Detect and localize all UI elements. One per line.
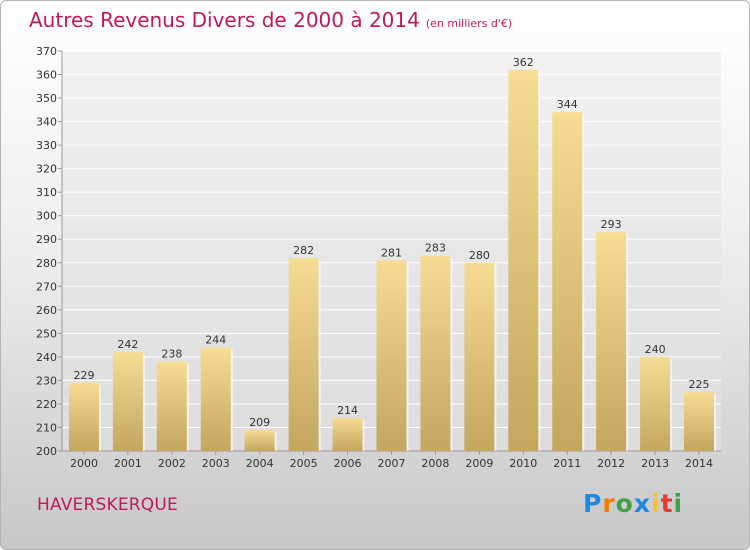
bar — [420, 255, 451, 451]
bar — [464, 262, 495, 451]
y-tick-label: 340 — [36, 116, 57, 129]
chart-title: Autres Revenus Divers de 2000 à 2014 (en … — [29, 8, 512, 32]
data-label: 244 — [205, 333, 226, 346]
data-label: 209 — [249, 416, 270, 429]
y-tick-label: 210 — [36, 421, 57, 434]
x-tick-label: 2014 — [685, 457, 713, 470]
logo-letter: i — [651, 489, 661, 518]
y-tick-label: 270 — [36, 280, 57, 293]
y-tick-label: 220 — [36, 398, 57, 411]
logo-letter: x — [633, 489, 651, 518]
y-tick-label: 250 — [36, 327, 57, 340]
bar — [332, 418, 363, 451]
bar — [156, 361, 187, 451]
y-tick-label: 350 — [36, 92, 57, 105]
x-tick-label: 2010 — [509, 457, 537, 470]
bar — [684, 392, 715, 451]
data-label: 280 — [469, 249, 490, 262]
y-tick-label: 230 — [36, 374, 57, 387]
x-tick-label: 2000 — [70, 457, 98, 470]
bar — [288, 258, 319, 451]
y-tick-label: 280 — [36, 257, 57, 270]
y-tick-label: 320 — [36, 163, 57, 176]
x-tick-label: 2002 — [158, 457, 186, 470]
logo-letter: t — [660, 489, 674, 518]
bar — [552, 112, 583, 452]
logo-letter: i — [673, 489, 684, 518]
x-tick-label: 2011 — [553, 457, 581, 470]
bar — [68, 382, 99, 451]
x-tick-label: 2007 — [378, 457, 406, 470]
y-tick-label: 240 — [36, 351, 57, 364]
y-tick-label: 290 — [36, 233, 57, 246]
data-label: 214 — [337, 404, 358, 417]
y-tick-label: 360 — [36, 69, 57, 82]
data-label: 242 — [117, 338, 138, 351]
data-label: 282 — [293, 244, 314, 257]
bar — [112, 352, 143, 451]
y-tick-label: 300 — [36, 210, 57, 223]
bar — [244, 429, 275, 451]
data-label: 281 — [381, 246, 402, 259]
data-label: 240 — [645, 343, 666, 356]
data-label: 344 — [557, 98, 578, 111]
y-tick-label: 370 — [36, 45, 57, 58]
logo-letter: P — [583, 489, 603, 518]
data-label: 362 — [513, 56, 534, 69]
bar — [640, 356, 671, 451]
proxiti-logo: Proxiti — [583, 489, 683, 518]
y-tick-label: 200 — [36, 445, 57, 458]
bar — [596, 232, 627, 451]
x-tick-label: 2003 — [202, 457, 230, 470]
logo-letter: r — [602, 489, 616, 518]
bar — [376, 260, 407, 451]
y-tick-label: 310 — [36, 186, 57, 199]
x-tick-label: 2006 — [334, 457, 362, 470]
data-label: 238 — [161, 348, 182, 361]
y-tick-label: 260 — [36, 304, 57, 317]
x-tick-label: 2009 — [465, 457, 493, 470]
logo-letter: o — [615, 489, 634, 518]
x-tick-label: 2008 — [421, 457, 449, 470]
x-tick-label: 2005 — [290, 457, 318, 470]
x-tick-label: 2001 — [114, 457, 142, 470]
bar — [508, 69, 539, 451]
data-label: 283 — [425, 242, 446, 255]
data-label: 229 — [73, 369, 94, 382]
x-tick-label: 2012 — [597, 457, 625, 470]
x-tick-label: 2013 — [641, 457, 669, 470]
x-tick-label: 2004 — [246, 457, 274, 470]
chart-title-text: Autres Revenus Divers de 2000 à 2014 — [29, 8, 420, 32]
y-tick-label: 330 — [36, 139, 57, 152]
location-label: HAVERSKERQUE — [37, 495, 178, 515]
data-label: 293 — [601, 218, 622, 231]
bar — [200, 347, 231, 451]
chart-unit: (en milliers d'€) — [425, 17, 513, 30]
data-label: 225 — [689, 378, 710, 391]
